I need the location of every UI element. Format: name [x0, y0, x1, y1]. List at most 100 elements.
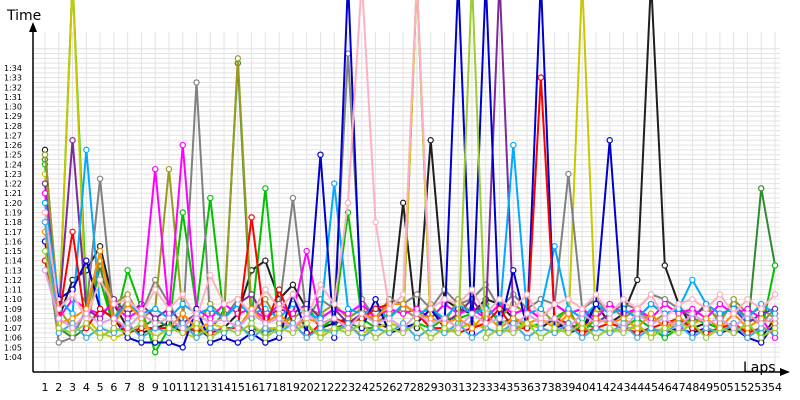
- data-point: [441, 296, 448, 303]
- data-point: [179, 300, 186, 308]
- data-point: [275, 315, 283, 322]
- data-point: [372, 218, 379, 226]
- data-point: [275, 286, 283, 293]
- data-point: [578, 320, 586, 327]
- data-point: [179, 344, 186, 351]
- data-point: [41, 267, 49, 274]
- data-point: [317, 281, 324, 288]
- x-tick-label: 45: [644, 381, 658, 394]
- data-point: [634, 310, 641, 317]
- data-point: [744, 296, 751, 303]
- data-point: [771, 291, 779, 298]
- x-tick-label: 1: [42, 381, 49, 394]
- data-point: [110, 315, 118, 322]
- data-point: [207, 271, 214, 279]
- data-point: [69, 324, 76, 332]
- y-tick-labels: 1:041:051:061:071:081:091:101:111:121:13…: [4, 64, 22, 362]
- data-point: [427, 320, 434, 327]
- data-point: [220, 324, 228, 332]
- data-point: [207, 334, 214, 341]
- data-point: [303, 310, 310, 317]
- data-point: [716, 324, 724, 332]
- data-point: [661, 300, 669, 308]
- series-line: [44, 0, 776, 320]
- data-point: [482, 320, 489, 327]
- data-point: [675, 300, 682, 308]
- x-tick-label: 20: [300, 381, 314, 394]
- data-point: [730, 296, 737, 303]
- data-point: [620, 324, 627, 332]
- data-point: [427, 334, 434, 341]
- x-tick-label: 17: [258, 381, 272, 394]
- data-point: [634, 276, 641, 284]
- data-point: [262, 185, 269, 192]
- data-point: [331, 315, 338, 322]
- x-tick-label: 7: [124, 381, 131, 394]
- data-point: [151, 334, 159, 341]
- data-point: [96, 305, 104, 313]
- data-point: [207, 305, 214, 313]
- y-tick-label: 1:21: [4, 189, 22, 198]
- data-point: [165, 315, 173, 322]
- data-point: [41, 190, 49, 197]
- y-tick-label: 1:28: [4, 122, 22, 131]
- data-point: [730, 310, 737, 317]
- data-point: [372, 320, 379, 327]
- x-tick-label: 30: [437, 381, 451, 394]
- data-point: [165, 339, 173, 346]
- data-point: [689, 320, 696, 327]
- data-point: [592, 300, 600, 308]
- data-point: [138, 310, 145, 317]
- x-tick-label: 9: [152, 381, 159, 394]
- series-15: [41, 0, 779, 341]
- data-point: [179, 324, 186, 332]
- data-point: [744, 320, 751, 327]
- y-tick-label: 1:27: [4, 131, 22, 140]
- y-tick-label: 1:19: [4, 209, 22, 218]
- data-point: [413, 310, 421, 317]
- data-point: [262, 334, 269, 341]
- data-point: [399, 291, 407, 298]
- y-tick-label: 1:09: [4, 305, 22, 314]
- data-point: [138, 320, 145, 327]
- data-point: [248, 214, 255, 221]
- data-point: [151, 348, 159, 356]
- data-point: [758, 185, 765, 192]
- data-point: [399, 310, 407, 317]
- x-tick-label: 37: [534, 381, 548, 394]
- x-tick-label: 12: [190, 381, 204, 394]
- x-tick-label: 53: [754, 381, 768, 394]
- data-point: [551, 300, 558, 308]
- x-tick-label: 26: [382, 381, 396, 394]
- y-tick-label: 1:29: [4, 112, 22, 121]
- data-point: [165, 305, 173, 313]
- x-tick-label: 34: [493, 381, 507, 394]
- data-point: [386, 315, 393, 322]
- data-point: [592, 334, 600, 341]
- x-tick-label: 47: [672, 381, 686, 394]
- data-point: [496, 305, 503, 313]
- data-point: [69, 137, 76, 144]
- data-point: [41, 199, 49, 207]
- data-point: [317, 151, 324, 158]
- data-point: [758, 334, 765, 341]
- data-point: [317, 334, 324, 341]
- data-point: [96, 175, 104, 182]
- data-point: [179, 291, 186, 298]
- data-point: [565, 310, 572, 317]
- data-point: [606, 300, 613, 308]
- data-point: [455, 324, 462, 332]
- x-axis-title: Laps: [743, 360, 776, 376]
- data-point: [702, 334, 710, 341]
- x-tick-label: 23: [341, 381, 355, 394]
- y-axis-arrow: [29, 22, 37, 32]
- data-point: [179, 310, 186, 317]
- data-point: [96, 320, 104, 327]
- data-point: [207, 194, 214, 202]
- data-point: [83, 320, 90, 327]
- data-point: [399, 324, 407, 332]
- y-tick-label: 1:32: [4, 83, 22, 92]
- x-tick-label: 48: [685, 381, 699, 394]
- data-point: [413, 320, 421, 327]
- y-tick-label: 1:34: [4, 64, 22, 73]
